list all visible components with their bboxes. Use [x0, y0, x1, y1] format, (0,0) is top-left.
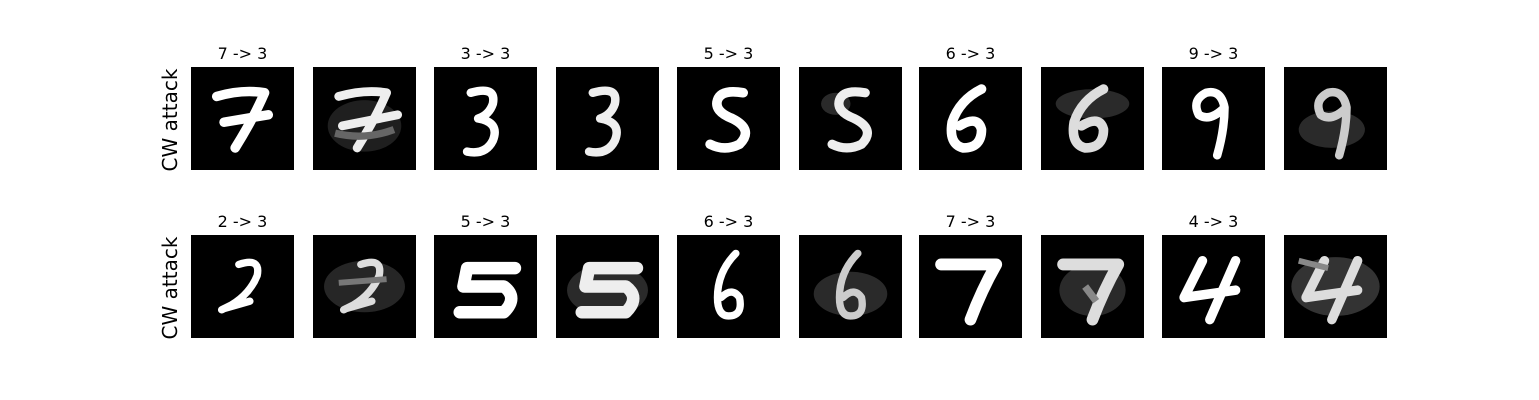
adversarial-digit-image — [313, 235, 416, 338]
pair-title: 6 -> 3 — [945, 44, 996, 63]
original-digit-image — [677, 67, 780, 170]
original-digit-image — [1162, 235, 1265, 338]
adversarial-digit-image — [799, 235, 902, 338]
original-digit-image — [434, 67, 537, 170]
adversarial-digit-image — [1041, 67, 1144, 170]
pair-title: 6 -> 3 — [703, 212, 754, 231]
adversarial-digit-image — [1284, 67, 1387, 170]
adversarial-digit-image — [313, 67, 416, 170]
adversarial-digit-image — [1284, 235, 1387, 338]
original-digit-image — [919, 235, 1022, 338]
row-label: CW attack — [158, 236, 182, 340]
adversarial-digit-image — [1041, 235, 1144, 338]
pair-title: 4 -> 3 — [1188, 212, 1239, 231]
original-digit-image — [191, 67, 294, 170]
pair-title: 7 -> 3 — [945, 212, 996, 231]
pair-title: 2 -> 3 — [217, 212, 268, 231]
pair-title: 5 -> 3 — [703, 44, 754, 63]
pair-title: 3 -> 3 — [460, 44, 511, 63]
pair-title: 7 -> 3 — [217, 44, 268, 63]
pair-title: 5 -> 3 — [460, 212, 511, 231]
adversarial-digit-image — [556, 67, 659, 170]
original-digit-image — [191, 235, 294, 338]
original-digit-image — [677, 235, 780, 338]
original-digit-image — [919, 67, 1022, 170]
original-digit-image — [1162, 67, 1265, 170]
original-digit-image — [434, 235, 537, 338]
pair-title: 9 -> 3 — [1188, 44, 1239, 63]
adversarial-digit-image — [799, 67, 902, 170]
row-label: CW attack — [158, 68, 182, 172]
adversarial-digit-image — [556, 235, 659, 338]
